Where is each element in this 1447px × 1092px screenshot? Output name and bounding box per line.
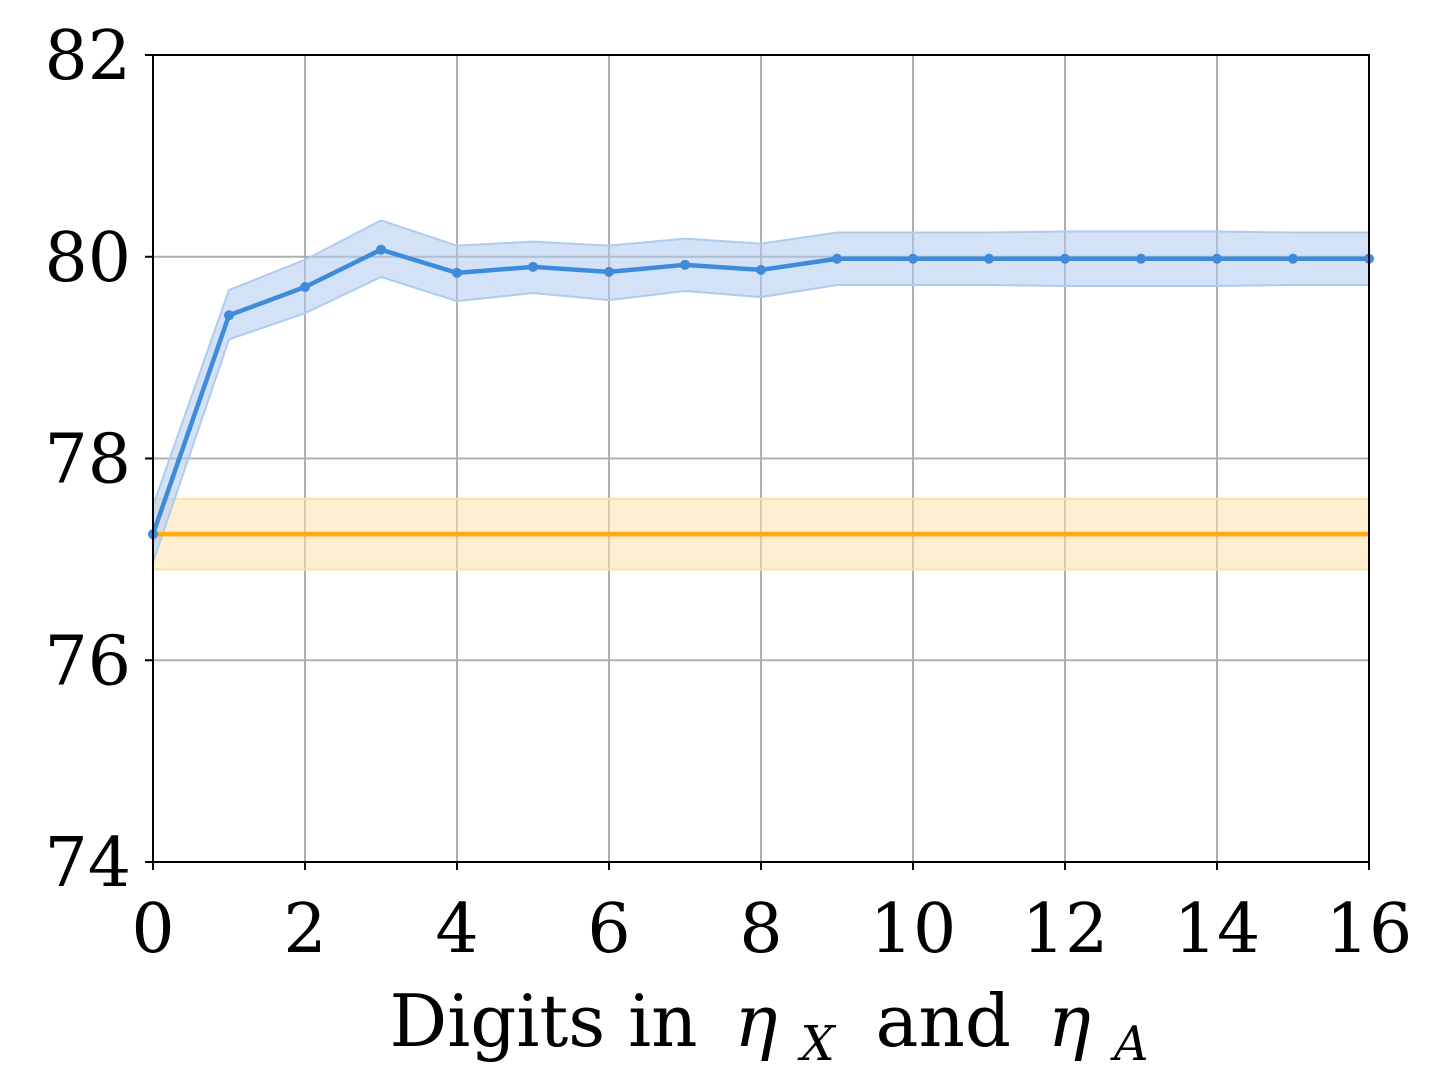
x-axis-subscript-a: A	[1110, 1016, 1149, 1072]
series-markers	[148, 244, 1374, 540]
series-0-point	[984, 253, 994, 264]
y-tick-label: 76	[44, 622, 131, 701]
x-tick-label: 12	[1022, 890, 1109, 969]
x-axis-symbol-eta-a: η	[1048, 979, 1091, 1063]
axis-ticks	[145, 54, 1370, 870]
x-tick-label: 2	[283, 890, 326, 969]
x-axis-connector: and	[876, 979, 1011, 1063]
x-tick-label: 0	[131, 890, 174, 969]
series-0-point	[300, 282, 310, 293]
x-tick-label: 6	[587, 890, 630, 969]
series-0-point	[1212, 253, 1222, 264]
series-0-point	[832, 253, 842, 264]
grid-lines	[152, 54, 1370, 863]
series-0-point	[756, 264, 766, 275]
series-0-point	[528, 261, 538, 272]
x-axis-title: Digits in η X and η A	[389, 979, 1148, 1077]
x-axis-symbol-eta-x: η	[734, 979, 777, 1063]
series-0-point	[376, 244, 386, 255]
x-tick-label: 4	[435, 890, 478, 969]
series-0-point	[1136, 253, 1146, 264]
series-0-point	[908, 253, 918, 264]
series-0-point	[1060, 253, 1070, 264]
y-tick-label: 80	[44, 219, 131, 298]
series-0-point	[1288, 253, 1298, 264]
x-axis-title-text: Digits in	[389, 979, 697, 1063]
x-tick-label: 10	[870, 890, 957, 969]
x-tick-label: 14	[1174, 890, 1261, 969]
y-tick-label: 82	[44, 17, 131, 96]
y-tick-label: 74	[44, 824, 131, 903]
x-axis-subscript-x: X	[796, 1016, 836, 1072]
series-0-point	[604, 266, 614, 277]
tick-labels: 0 2 4 6 8 10 12 14 16 74 76 78 80 82	[44, 17, 1412, 969]
series-0-point	[224, 310, 234, 321]
series-0-point	[452, 267, 462, 278]
y-tick-label: 78	[44, 421, 131, 500]
series-0-point	[680, 259, 690, 270]
x-tick-label: 8	[739, 890, 782, 969]
x-tick-label: 16	[1326, 890, 1413, 969]
